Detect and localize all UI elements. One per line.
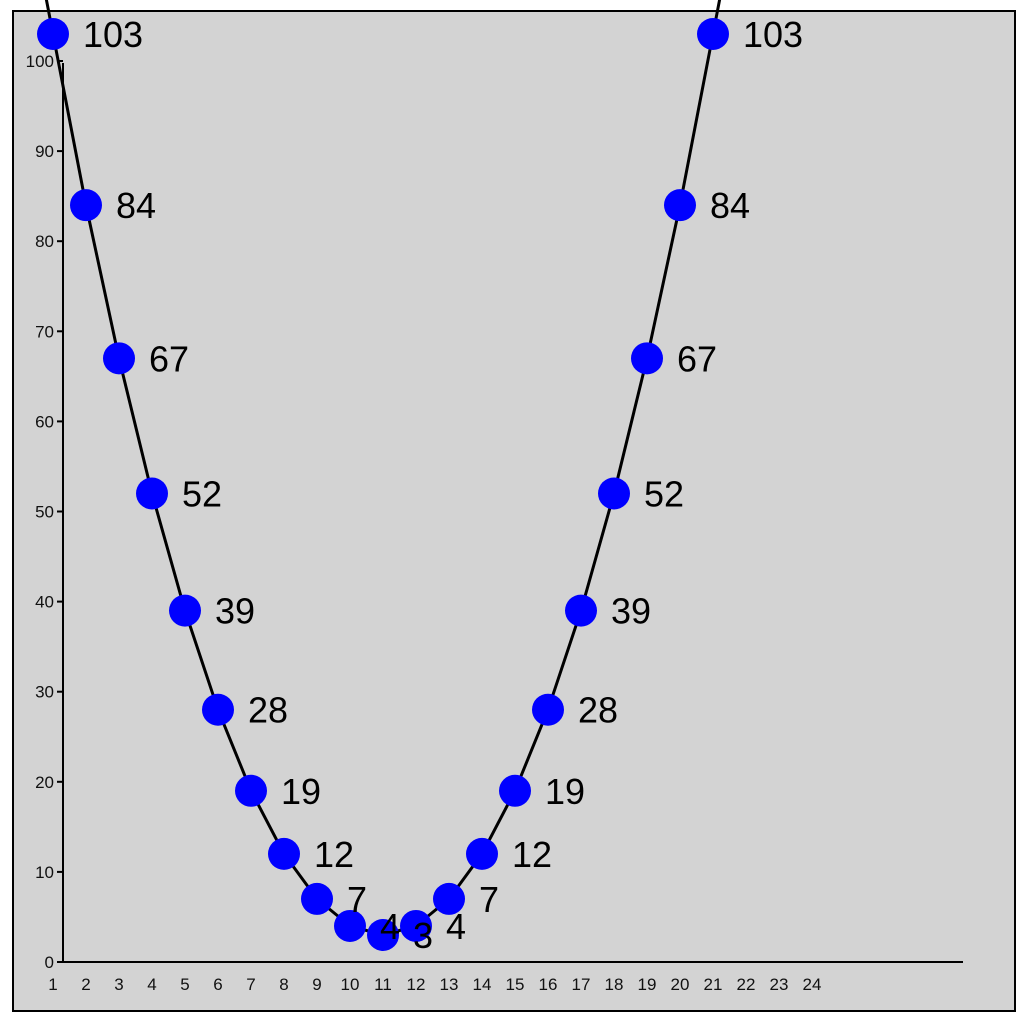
x-tick-label: 10 bbox=[341, 975, 360, 994]
data-point bbox=[268, 837, 300, 870]
x-tick-label: 4 bbox=[147, 975, 156, 994]
data-label: 67 bbox=[677, 338, 717, 379]
data-point bbox=[70, 189, 102, 222]
y-tick-label: 10 bbox=[35, 863, 54, 882]
x-tick-label: 18 bbox=[605, 975, 624, 994]
data-point bbox=[664, 189, 696, 222]
data-points bbox=[37, 17, 729, 951]
data-label: 12 bbox=[314, 834, 354, 875]
data-point bbox=[202, 693, 234, 726]
y-tick-label: 80 bbox=[35, 232, 54, 251]
data-label: 7 bbox=[347, 879, 367, 920]
data-label: 3 bbox=[413, 915, 433, 956]
data-label: 28 bbox=[248, 690, 288, 731]
data-point bbox=[235, 774, 267, 807]
data-point bbox=[532, 693, 564, 726]
x-tick-label: 7 bbox=[246, 975, 255, 994]
data-label: 4 bbox=[446, 906, 466, 947]
data-point bbox=[433, 882, 465, 915]
y-tick-label: 90 bbox=[35, 142, 54, 161]
x-tick-label: 21 bbox=[704, 975, 723, 994]
data-label: 67 bbox=[149, 338, 189, 379]
data-point bbox=[565, 594, 597, 627]
x-tick-label: 23 bbox=[770, 975, 789, 994]
y-tick-label: 100 bbox=[26, 52, 54, 71]
data-label: 84 bbox=[710, 185, 750, 226]
data-point bbox=[631, 342, 663, 375]
chart-frame bbox=[12, 10, 1016, 1012]
data-label: 4 bbox=[380, 906, 400, 947]
y-tick-label: 30 bbox=[35, 683, 54, 702]
x-tick-label: 14 bbox=[473, 975, 492, 994]
data-point bbox=[598, 477, 630, 510]
data-point bbox=[499, 774, 531, 807]
data-point bbox=[37, 17, 69, 50]
data-point bbox=[367, 918, 399, 951]
data-label: 7 bbox=[479, 879, 499, 920]
data-label: 103 bbox=[743, 14, 803, 55]
x-tick-label: 17 bbox=[572, 975, 591, 994]
x-tick-label: 11 bbox=[374, 975, 392, 994]
x-tick-label: 19 bbox=[638, 975, 657, 994]
x-tick-label: 22 bbox=[737, 975, 756, 994]
y-axis-ticks: 0 10 20 30 40 50 60 70 80 90 100 bbox=[26, 52, 63, 972]
data-label: 39 bbox=[611, 591, 651, 632]
data-point bbox=[169, 594, 201, 627]
data-label: 39 bbox=[215, 591, 255, 632]
x-tick-label: 15 bbox=[506, 975, 525, 994]
x-tick-label: 5 bbox=[180, 975, 189, 994]
x-tick-label: 6 bbox=[213, 975, 222, 994]
y-tick-label: 50 bbox=[35, 503, 54, 522]
x-tick-label: 3 bbox=[114, 975, 123, 994]
data-point bbox=[301, 882, 333, 915]
x-axis-ticks: 1 2 3 4 5 6 7 8 9 10 11 12 13 14 15 16 17 18 19 20 21 22 23 24 bbox=[48, 975, 821, 994]
data-label: 52 bbox=[644, 473, 684, 514]
data-point bbox=[697, 17, 729, 50]
data-label: 19 bbox=[545, 771, 585, 812]
data-label: 28 bbox=[578, 690, 618, 731]
data-point bbox=[103, 342, 135, 375]
data-point bbox=[400, 909, 432, 942]
x-tick-label: 2 bbox=[81, 975, 90, 994]
data-point bbox=[466, 837, 498, 870]
data-point bbox=[136, 477, 168, 510]
x-tick-label: 13 bbox=[440, 975, 459, 994]
y-tick-label: 20 bbox=[35, 773, 54, 792]
data-label: 103 bbox=[83, 14, 143, 55]
x-tick-label: 20 bbox=[671, 975, 690, 994]
x-tick-label: 12 bbox=[407, 975, 426, 994]
series-lines bbox=[44, 0, 722, 937]
data-label: 19 bbox=[281, 771, 321, 812]
data-point bbox=[334, 909, 366, 942]
data-label: 84 bbox=[116, 185, 156, 226]
x-tick-label: 9 bbox=[312, 975, 321, 994]
data-label: 52 bbox=[182, 473, 222, 514]
x-tick-label: 16 bbox=[539, 975, 558, 994]
x-tick-label: 1 bbox=[48, 975, 57, 994]
y-tick-label: 0 bbox=[45, 953, 54, 972]
y-tick-label: 40 bbox=[35, 593, 54, 612]
x-tick-label: 8 bbox=[279, 975, 288, 994]
y-tick-label: 60 bbox=[35, 412, 54, 431]
x-tick-label: 24 bbox=[803, 975, 822, 994]
data-label: 12 bbox=[512, 834, 552, 875]
series-line bbox=[44, 0, 722, 937]
y-tick-label: 70 bbox=[35, 322, 54, 341]
